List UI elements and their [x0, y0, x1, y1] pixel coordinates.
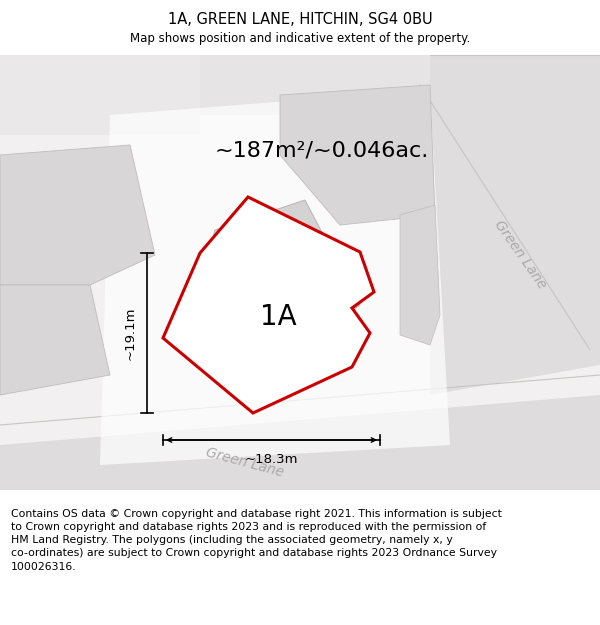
Polygon shape — [0, 285, 110, 395]
Polygon shape — [430, 55, 600, 395]
Polygon shape — [0, 145, 155, 285]
Text: Green Lane: Green Lane — [205, 446, 286, 480]
Text: ~187m²/~0.046ac.: ~187m²/~0.046ac. — [215, 140, 429, 160]
Polygon shape — [280, 85, 435, 225]
Text: Green Lane: Green Lane — [491, 218, 549, 292]
Text: 1A, GREEN LANE, HITCHIN, SG4 0BU: 1A, GREEN LANE, HITCHIN, SG4 0BU — [167, 12, 433, 27]
Text: 1A: 1A — [260, 303, 296, 331]
Polygon shape — [0, 55, 200, 135]
Polygon shape — [0, 395, 600, 490]
Polygon shape — [163, 197, 374, 413]
Text: Contains OS data © Crown copyright and database right 2021. This information is : Contains OS data © Crown copyright and d… — [11, 509, 502, 572]
Polygon shape — [0, 55, 600, 490]
Polygon shape — [400, 205, 440, 345]
Polygon shape — [100, 90, 450, 465]
Polygon shape — [190, 200, 360, 365]
Text: ~19.1m: ~19.1m — [124, 306, 137, 360]
Polygon shape — [200, 55, 430, 115]
Text: Map shows position and indicative extent of the property.: Map shows position and indicative extent… — [130, 32, 470, 45]
Text: ~18.3m: ~18.3m — [245, 453, 298, 466]
